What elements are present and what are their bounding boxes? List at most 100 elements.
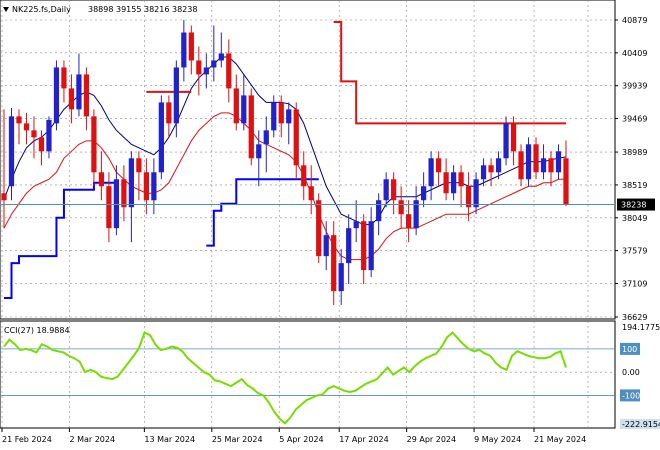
candle-body [443, 172, 449, 194]
price-axis: 40879 40409 39939 39469 38989 38519 38049 37579… [615, 16, 647, 322]
candle-body [46, 119, 52, 152]
candle-body [428, 158, 434, 187]
current-price-box [617, 198, 655, 211]
time-tick-label: 13 Mar 2024 [144, 435, 195, 444]
candle-body [113, 179, 120, 229]
candle-body [76, 74, 82, 110]
candle-body [383, 179, 389, 201]
candle-body [68, 88, 75, 110]
time-tick-label: 17 Apr 2024 [339, 435, 388, 444]
candle-body [1, 193, 7, 201]
candle-body [368, 221, 374, 271]
candle-body [83, 74, 90, 117]
candle-body [480, 165, 487, 180]
candle-body [331, 235, 337, 292]
candle-body [518, 151, 524, 180]
candle-body [450, 172, 457, 194]
candle-body [510, 123, 517, 152]
time-axis: 21 Feb 2024 2 Mar 2024 13 Mar 2024 25 Mar 2… [1, 428, 586, 444]
candle-body [16, 116, 22, 124]
candle-body [346, 228, 352, 264]
cci-level-tag [620, 389, 640, 402]
price-bands [3, 56, 567, 261]
candle-body [548, 158, 554, 173]
candle-body [166, 102, 172, 124]
time-tick-label: 29 Apr 2024 [407, 435, 456, 444]
candle-body [128, 158, 135, 208]
cci-pane: CCI(27) 18.9884 [0, 320, 616, 429]
candle-body [323, 235, 329, 257]
candle-body [391, 179, 397, 201]
candle-body [465, 186, 472, 208]
candle-body [435, 158, 442, 173]
stop-line-segment [333, 21, 566, 125]
cci-levels [0, 348, 615, 396]
price-candles [1, 19, 569, 306]
candle-body [151, 172, 157, 201]
candle-body [218, 53, 224, 61]
candle-body [233, 88, 239, 124]
candle-body [458, 172, 464, 187]
cci-bound-tag [620, 322, 660, 332]
candle-body [421, 186, 427, 201]
price-tick-label: 39469 [622, 115, 647, 124]
candle-body [308, 186, 314, 201]
candle-body [8, 116, 15, 187]
price-tick-label: 37579 [622, 247, 647, 256]
candle-body [211, 60, 217, 68]
candle-body [473, 179, 479, 208]
candle-body [241, 95, 247, 124]
upper-band-line [3, 56, 567, 226]
candle-body [226, 53, 232, 89]
candle-body [293, 109, 299, 166]
candle-body [406, 214, 412, 229]
symbol-label: NK225.fs,Daily [12, 5, 71, 14]
candle-body [271, 102, 277, 131]
time-tick-label: 9 May 2024 [474, 435, 521, 444]
cci-level-tag [620, 342, 640, 355]
cci-pane-frame [0, 320, 616, 429]
current-price-value: 38238 [621, 201, 646, 210]
chart-header: NK225.fs,Daily 38898 39155 38216 38238 [3, 5, 197, 14]
candle-body [158, 102, 164, 173]
candle-body [286, 109, 292, 124]
cci-line [3, 331, 567, 425]
price-tick-label: 38519 [622, 181, 647, 190]
cci-tick-label: -222.9154 [622, 420, 660, 429]
candle-body [376, 200, 382, 222]
cci-bound-tag [620, 419, 660, 429]
candle-body [98, 172, 105, 187]
candle-body [256, 144, 262, 159]
dropdown-triangle-icon[interactable] [3, 7, 9, 12]
candle-body [413, 200, 419, 229]
time-tick-label: 21 Feb 2024 [2, 435, 52, 444]
time-tick-label: 25 Mar 2024 [212, 435, 263, 444]
candle-body [525, 144, 532, 180]
candle-body [540, 158, 547, 173]
price-pane [0, 0, 616, 320]
candle-body [338, 263, 344, 292]
time-tick-label: 2 Mar 2024 [69, 435, 115, 444]
candle-body [278, 102, 284, 124]
cci-tick-label: 0.00 [622, 368, 640, 377]
price-tick-label: 36629 [622, 313, 647, 322]
candle-body [488, 165, 494, 173]
candle-body [181, 32, 187, 68]
cci-label: CCI(27) 18.9884 [4, 326, 70, 335]
candle-body [563, 158, 569, 205]
candle-body [61, 67, 67, 89]
candle-body [533, 144, 539, 173]
cci-axis: 194.1775 100 0.00 -100 -222.9154 [620, 322, 660, 429]
candle-body [503, 123, 509, 159]
time-tick-label: 5 Apr 2024 [279, 435, 323, 444]
candle-body [301, 165, 307, 187]
price-tick-label: 38049 [622, 214, 647, 223]
candle-body [38, 137, 45, 152]
cci-tick-label: 100 [622, 345, 637, 354]
price-tick-label: 40879 [622, 16, 647, 25]
candle-body [23, 123, 30, 131]
candle-body [555, 151, 562, 173]
current-price-tag: 38238 [617, 198, 655, 211]
candle-body [263, 130, 269, 145]
